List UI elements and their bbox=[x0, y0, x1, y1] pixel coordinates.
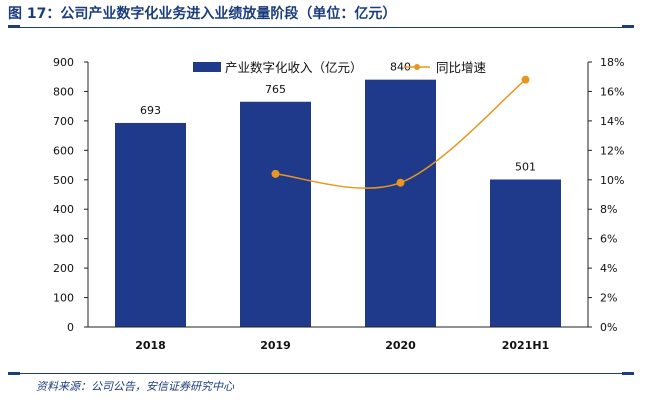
x-axis-tick-label: 2021H1 bbox=[502, 339, 549, 352]
bar-data-labels: 693 765 840 501 bbox=[140, 61, 536, 174]
source-rule bbox=[8, 372, 634, 375]
legend-line-marker bbox=[414, 64, 420, 70]
line-series bbox=[271, 75, 530, 189]
right-axis-tick-label: 2% bbox=[600, 292, 617, 305]
bar-data-label: 840 bbox=[390, 61, 411, 74]
left-axis-tick-label: 800 bbox=[53, 85, 74, 98]
left-axis-tick-label: 500 bbox=[53, 174, 74, 187]
right-axis-tick-label: 12% bbox=[600, 144, 624, 157]
x-axis-tick-label: 2020 bbox=[385, 339, 416, 352]
right-axis-tick-label: 14% bbox=[600, 115, 624, 128]
bar bbox=[240, 101, 311, 327]
title-rule bbox=[8, 25, 634, 28]
right-axis-tick-label: 4% bbox=[600, 262, 617, 275]
bar-data-label: 693 bbox=[140, 104, 161, 117]
figure-title: 图 17：公司产业数字化业务进入业绩放量阶段（单位：亿元） bbox=[8, 6, 397, 22]
bar bbox=[490, 179, 561, 327]
left-axis-tick-label: 0 bbox=[67, 321, 74, 334]
legend-bar-label: 产业数字化收入（亿元） bbox=[225, 60, 363, 75]
legend-bar-swatch bbox=[193, 62, 221, 72]
title-rule-cap-left bbox=[8, 25, 20, 28]
x-axis-tick-label: 2019 bbox=[260, 339, 291, 352]
x-axis-tick-label: 2018 bbox=[135, 339, 166, 352]
right-axis-tick-label: 16% bbox=[600, 85, 624, 98]
growth-point bbox=[396, 178, 405, 187]
bar-data-label: 501 bbox=[515, 160, 536, 173]
left-axis-tick-label: 900 bbox=[53, 56, 74, 69]
source-rule-cap-left bbox=[8, 372, 20, 375]
bar bbox=[365, 79, 436, 328]
right-axis-tick-label: 8% bbox=[600, 203, 617, 216]
right-axis: 0% 2% 4% 6% 8% 10% 12% 14% 16% 18% bbox=[587, 56, 624, 334]
right-axis-tick-label: 18% bbox=[600, 56, 624, 69]
left-axis-tick-label: 600 bbox=[53, 144, 74, 157]
bar-series bbox=[115, 79, 561, 328]
left-axis-tick-label: 400 bbox=[53, 203, 74, 216]
growth-point bbox=[521, 75, 530, 84]
right-axis-tick-label: 10% bbox=[600, 174, 624, 187]
bar-data-label: 765 bbox=[265, 83, 286, 96]
title-rule-cap-right bbox=[622, 25, 634, 28]
source-rule-cap-right bbox=[622, 372, 634, 375]
left-axis-tick-label: 700 bbox=[53, 115, 74, 128]
left-axis-tick-label: 300 bbox=[53, 233, 74, 246]
x-axis: 2018 2019 2020 2021H1 bbox=[88, 326, 588, 352]
growth-point bbox=[271, 169, 280, 178]
legend-line-label: 同比增速 bbox=[436, 60, 487, 75]
right-axis-tick-label: 6% bbox=[600, 233, 617, 246]
right-axis-tick-label: 0% bbox=[600, 321, 617, 334]
left-axis-tick-label: 100 bbox=[53, 292, 74, 305]
left-axis-tick-label: 200 bbox=[53, 262, 74, 275]
source-note: 资料来源：公司公告，安信证券研究中心 bbox=[36, 380, 234, 393]
left-axis: 0 100 200 300 400 500 600 700 800 900 bbox=[53, 56, 89, 334]
bar bbox=[115, 122, 186, 327]
legend: 产业数字化收入（亿元） 同比增速 bbox=[193, 60, 487, 75]
